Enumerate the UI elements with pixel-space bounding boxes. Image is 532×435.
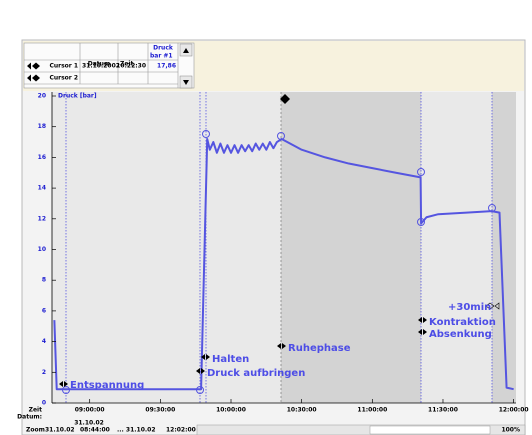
phase-shade xyxy=(492,92,516,403)
annotation: Halten xyxy=(212,354,249,365)
zoom-time: 12:02:00 xyxy=(166,427,196,434)
annotation: Druck aufbringen xyxy=(207,368,305,379)
col-header: Zeit xyxy=(120,61,133,68)
scrollbar[interactable] xyxy=(196,424,526,435)
zoom-time: 08:44:00 xyxy=(80,427,110,434)
y-tick-label: 20 xyxy=(38,93,46,100)
cursor-lines xyxy=(65,92,493,403)
cursor-icon[interactable] xyxy=(27,74,40,82)
x-axis-label: Zeit xyxy=(29,407,42,414)
y-tick-label: 8 xyxy=(42,277,46,284)
table-grid xyxy=(23,42,195,89)
x-tick-label: 12:00:00 xyxy=(499,407,529,414)
y-tick-label: 12 xyxy=(38,215,46,222)
cell: 10:22:30 xyxy=(116,63,146,70)
col-header: Datum xyxy=(88,61,110,68)
cell: 31.10.2002 xyxy=(82,63,120,70)
row-label: Cursor 2 xyxy=(49,75,78,82)
y-tick-label: 0 xyxy=(42,400,46,407)
x-tick-label: 10:30:00 xyxy=(287,407,317,414)
x-tick-label: 10:00:00 xyxy=(216,407,246,414)
cursor-icon[interactable] xyxy=(27,62,40,70)
phase-shade xyxy=(281,92,421,403)
scroll-thumb[interactable] xyxy=(369,425,491,435)
y-axis-label: Druck [bar] xyxy=(58,93,97,100)
cell: 17,86 xyxy=(157,63,176,70)
y-tick-label: 4 xyxy=(42,338,46,345)
y-tick-label: 2 xyxy=(42,369,46,376)
zoom-date: ... 31.10.02 xyxy=(117,427,156,434)
date-value: 31.10.02 xyxy=(74,420,104,427)
annotation: Kontraktion xyxy=(429,317,496,328)
annotation: Absenkung xyxy=(429,329,492,340)
zoom-date: 31.10.02 xyxy=(45,427,75,434)
annotation: +30min xyxy=(448,302,491,313)
annotation: Entspannung xyxy=(70,380,144,391)
x-tick-label: 11:30:00 xyxy=(428,407,458,414)
row-label: Cursor 1 xyxy=(49,63,78,70)
event-circles xyxy=(62,130,496,394)
x-tick-label: 09:00:00 xyxy=(75,407,105,414)
cursor-marker[interactable] xyxy=(280,94,290,104)
y-tick-label: 10 xyxy=(38,246,46,253)
zoom-percent: 100% xyxy=(501,427,520,434)
y-tick-label: 16 xyxy=(38,154,46,161)
y-tick-label: 14 xyxy=(38,185,46,192)
col-header: bar #1 xyxy=(150,53,173,60)
data-line xyxy=(53,137,514,391)
zoom-label: Zoom xyxy=(26,427,45,434)
series-layer xyxy=(53,137,514,391)
x-tick-label: 09:30:00 xyxy=(145,407,175,414)
arrow-icon xyxy=(183,48,189,53)
annotation-icons xyxy=(59,302,500,387)
y-tick-label: 6 xyxy=(42,307,46,314)
arrow-icon xyxy=(183,80,189,85)
x-tick-label: 11:00:00 xyxy=(357,407,387,414)
annotation: Ruhephase xyxy=(288,343,351,354)
date-label: Datum: xyxy=(17,414,42,421)
y-tick-label: 18 xyxy=(38,123,46,130)
col-header: Druck xyxy=(153,45,174,52)
